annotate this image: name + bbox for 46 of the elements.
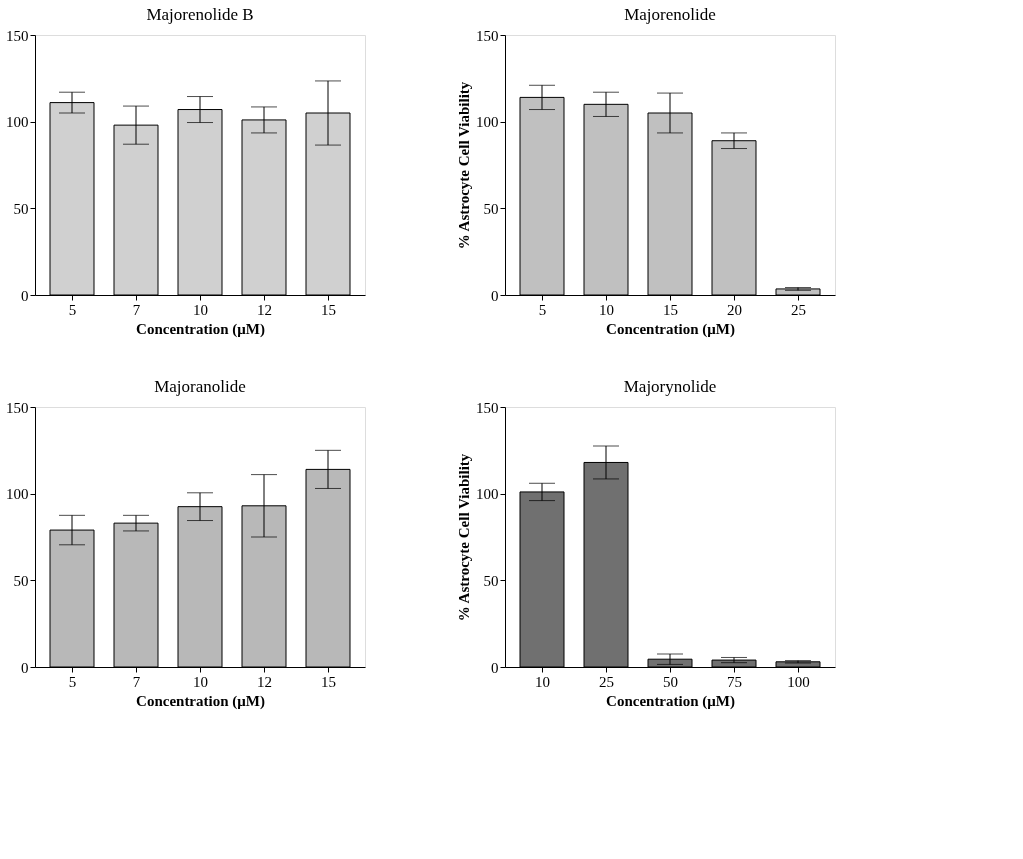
chart-title: Majorynolide (623, 377, 717, 396)
x-axis-title: Concentration (μM) (606, 692, 735, 710)
x-tick-label: 100 (787, 673, 810, 690)
y-tick-label: 50 (483, 572, 499, 589)
x-tick-label: 15 (321, 673, 336, 690)
y-axis-title: % Astrocyte Cell Viability (456, 81, 472, 250)
x-tick-label: 12 (257, 673, 272, 690)
x-axis-title: Concentration (μM) (606, 320, 735, 338)
x-tick-label: 20 (727, 301, 742, 318)
x-tick-label: 25 (791, 301, 806, 318)
chart-title: Majorenolide B (146, 5, 254, 24)
y-tick-label: 150 (6, 27, 29, 44)
y-axis-title: % Astrocyte Cell Viability (456, 453, 472, 622)
x-tick-label: 15 (663, 301, 678, 318)
x-tick-label: 25 (599, 673, 614, 690)
y-tick-label: 100 (476, 114, 499, 131)
x-tick-label: 10 (535, 673, 550, 690)
y-tick-label: 100 (6, 114, 29, 131)
x-tick-label: 5 (68, 673, 77, 690)
chart-title: Majorenolide (624, 5, 716, 24)
x-tick-label: 10 (599, 301, 614, 318)
y-tick-label: 50 (13, 200, 29, 217)
y-tick-label: 150 (476, 27, 499, 44)
y-tick-label: 0 (21, 659, 29, 676)
y-tick-label: 0 (21, 287, 29, 304)
x-axis-title: Concentration (μM) (136, 692, 265, 710)
y-tick-label: 150 (6, 399, 29, 416)
y-tick-label: 100 (476, 486, 499, 503)
y-tick-label: 0 (491, 287, 499, 304)
x-axis-title: Concentration (μM) (136, 320, 265, 338)
x-tick-label: 50 (663, 673, 678, 690)
x-tick-label: 5 (68, 301, 77, 318)
x-tick-label: 5 (538, 301, 547, 318)
chart-title: Majoranolide (154, 377, 246, 396)
x-tick-label: 7 (132, 673, 141, 690)
y-tick-label: 150 (476, 399, 499, 416)
y-tick-label: 50 (483, 200, 499, 217)
x-tick-label: 15 (321, 301, 336, 318)
x-tick-label: 75 (727, 673, 742, 690)
x-tick-label: 12 (257, 301, 272, 318)
y-tick-label: 0 (491, 659, 499, 676)
x-tick-label: 10 (193, 301, 208, 318)
x-tick-label: 7 (132, 301, 141, 318)
x-tick-label: 10 (193, 673, 208, 690)
y-tick-label: 100 (6, 486, 29, 503)
y-tick-label: 50 (13, 572, 29, 589)
